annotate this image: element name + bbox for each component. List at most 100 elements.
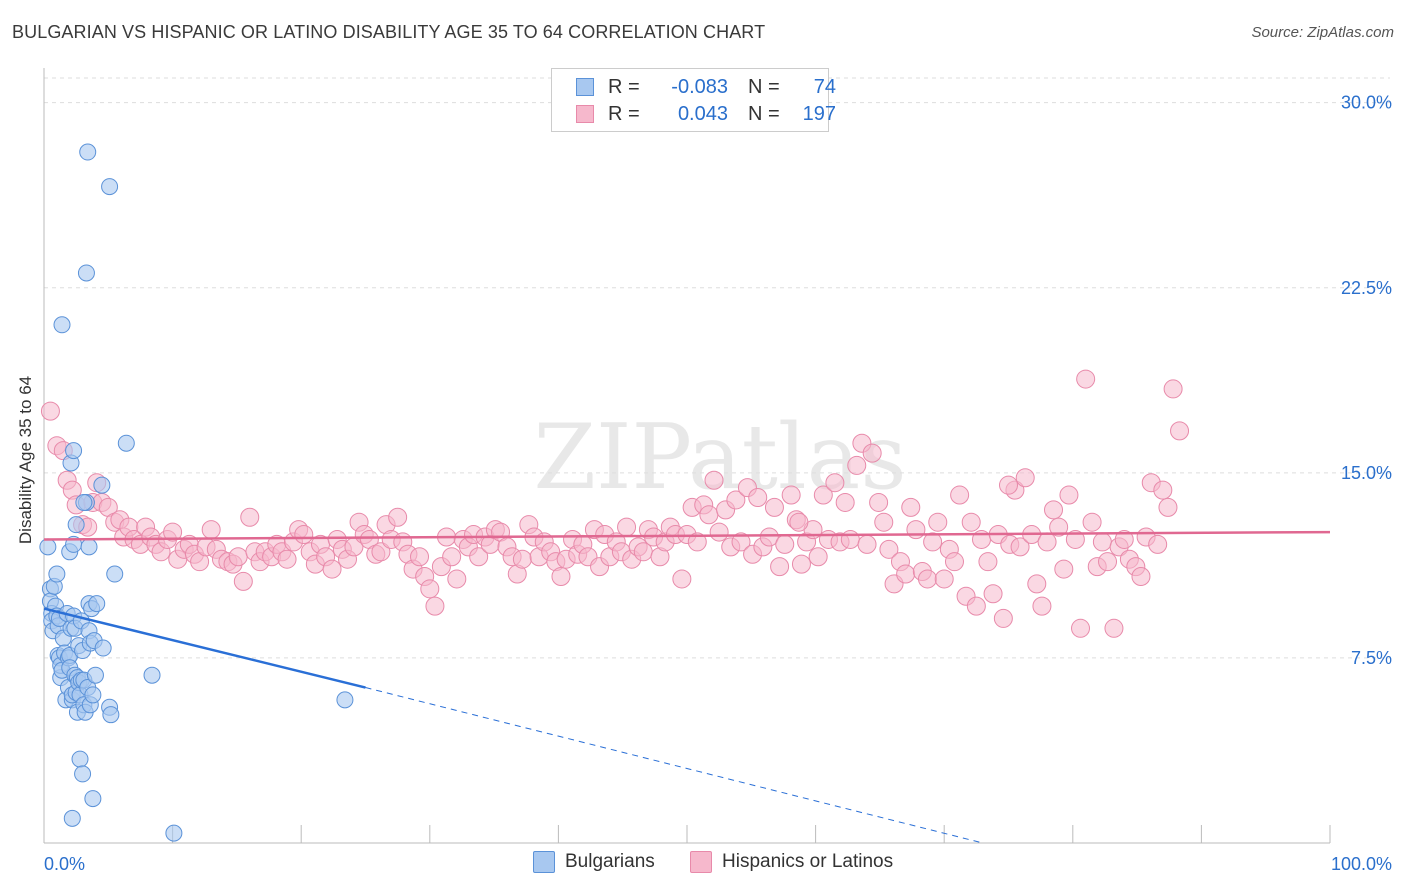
hispanic-point [835, 492, 855, 512]
y-tick-label: 15.0% [1341, 463, 1392, 483]
chart-title: BULGARIAN VS HISPANIC OR LATINO DISABILI… [12, 22, 766, 42]
hispanic-point [277, 549, 297, 569]
hispanic-point [240, 507, 260, 527]
hispanic-point [748, 488, 768, 508]
bulgarian-point [67, 516, 85, 534]
bulgarian-point [165, 824, 183, 842]
bulgarian-trend-line [43, 607, 366, 689]
bulgarian-point [77, 264, 95, 282]
hispanic-point [1010, 537, 1030, 557]
legend-row-bulgarians: R = -0.083 N = 74 [576, 74, 836, 100]
trend-lines [43, 530, 1331, 844]
hispanic-point [1071, 618, 1091, 638]
bulgarian-point [86, 666, 104, 684]
hispanic-point [687, 532, 707, 552]
hispanic-point [1153, 480, 1173, 500]
hispanic-point [869, 492, 889, 512]
hispanic-point [978, 552, 998, 572]
hispanic-point [847, 455, 867, 475]
hispanic-point [993, 608, 1013, 628]
hispanic-point [731, 532, 751, 552]
hispanic-point [1015, 468, 1035, 488]
legend-r-label: R = [608, 75, 640, 98]
hispanic-point [699, 505, 719, 525]
bulgarian-point [48, 565, 66, 583]
hispanic-point [775, 534, 795, 554]
hispanic-point [672, 569, 692, 589]
bulgarian-point [101, 178, 119, 196]
hispanic-point [789, 512, 809, 532]
hispanic-point [1092, 532, 1112, 552]
hispanic-point [551, 566, 571, 586]
hispanic-point [201, 520, 221, 540]
hispanic-point [371, 542, 391, 562]
legend-swatch-pink [690, 851, 712, 873]
hispanic-point [928, 512, 948, 532]
hispanic-point [388, 507, 408, 527]
legend-swatch-pink [576, 105, 594, 123]
hispanic-point [512, 549, 532, 569]
bulgarian-point [106, 565, 124, 583]
legend-label: Hispanics or Latinos [722, 851, 894, 872]
hispanic-point [1044, 500, 1064, 520]
hispanic-point [1049, 517, 1069, 537]
legend-r-label: R = [608, 102, 640, 125]
hispanic-point [857, 534, 877, 554]
hispanic-point [447, 569, 467, 589]
hispanic-point [825, 473, 845, 493]
hispanic-point [917, 569, 937, 589]
y-tick-label: 22.5% [1341, 278, 1392, 298]
hispanic-point [813, 485, 833, 505]
legend-n-label: N = [748, 75, 780, 98]
hispanic-point [999, 475, 1018, 495]
hispanic-point [923, 532, 943, 552]
hispanic-point [1131, 566, 1151, 586]
bulgarian-point [94, 639, 112, 657]
hispanic-point [40, 401, 60, 421]
hispanic-point [944, 552, 964, 572]
watermark: ZIPatlas [533, 405, 906, 510]
hispanic-point [770, 557, 790, 577]
hispanic-point [950, 485, 970, 505]
hispanic-point [906, 520, 926, 540]
hispanic-point [1082, 512, 1102, 532]
hispanic-point [228, 547, 248, 567]
hispanic-point [1163, 379, 1183, 399]
legend-row-hispanics: R = 0.043 N = 197 [576, 101, 836, 127]
bulgarian-point [71, 750, 89, 768]
hispanic-point [1148, 534, 1168, 554]
hispanic-point [1065, 529, 1085, 549]
hispanic-point [983, 584, 1003, 604]
bulgarian-trend-extension [365, 687, 983, 844]
hispanic-point [1098, 552, 1118, 572]
series-legend: Bulgarians Hispanics or Latinos [0, 851, 1406, 877]
hispanic-point [469, 547, 489, 567]
hispanic-point [1104, 618, 1124, 638]
x-tick-label: 100.0% [1331, 854, 1392, 874]
hispanic-point [1059, 485, 1079, 505]
hispanic-point [966, 596, 986, 616]
bulgarian-point [79, 143, 97, 161]
bulgarian-point [336, 691, 354, 709]
hispanic-point [896, 564, 916, 584]
stats-legend: R = -0.083 N = 74 R = 0.043 N = 197 [551, 68, 836, 132]
source-credit: Source: ZipAtlas.com [1251, 24, 1394, 41]
legend-n-value: 74 [813, 75, 836, 98]
gridlines [44, 77, 1390, 659]
hispanic-point [874, 512, 894, 532]
hispanic-point [1054, 559, 1074, 579]
bulgarian-point [75, 493, 93, 511]
hispanic-point [840, 529, 860, 549]
hispanic-point [1158, 497, 1178, 517]
bulgarian-point [84, 686, 102, 704]
legend-swatch-blue [576, 78, 594, 96]
legend-item-bulgarians: Bulgarians [533, 851, 655, 873]
x-tick-label: 0.0% [44, 854, 85, 874]
hispanic-point [1076, 369, 1096, 389]
tick-labels: 7.5% 15.0% 22.5% 30.0% 0.0% 100.0% [44, 93, 1392, 874]
hispanic-point [410, 547, 430, 567]
y-axis-label: Disability Age 35 to 64 [16, 375, 35, 545]
hispanic-point [961, 512, 981, 532]
hispanic-point [163, 522, 183, 542]
